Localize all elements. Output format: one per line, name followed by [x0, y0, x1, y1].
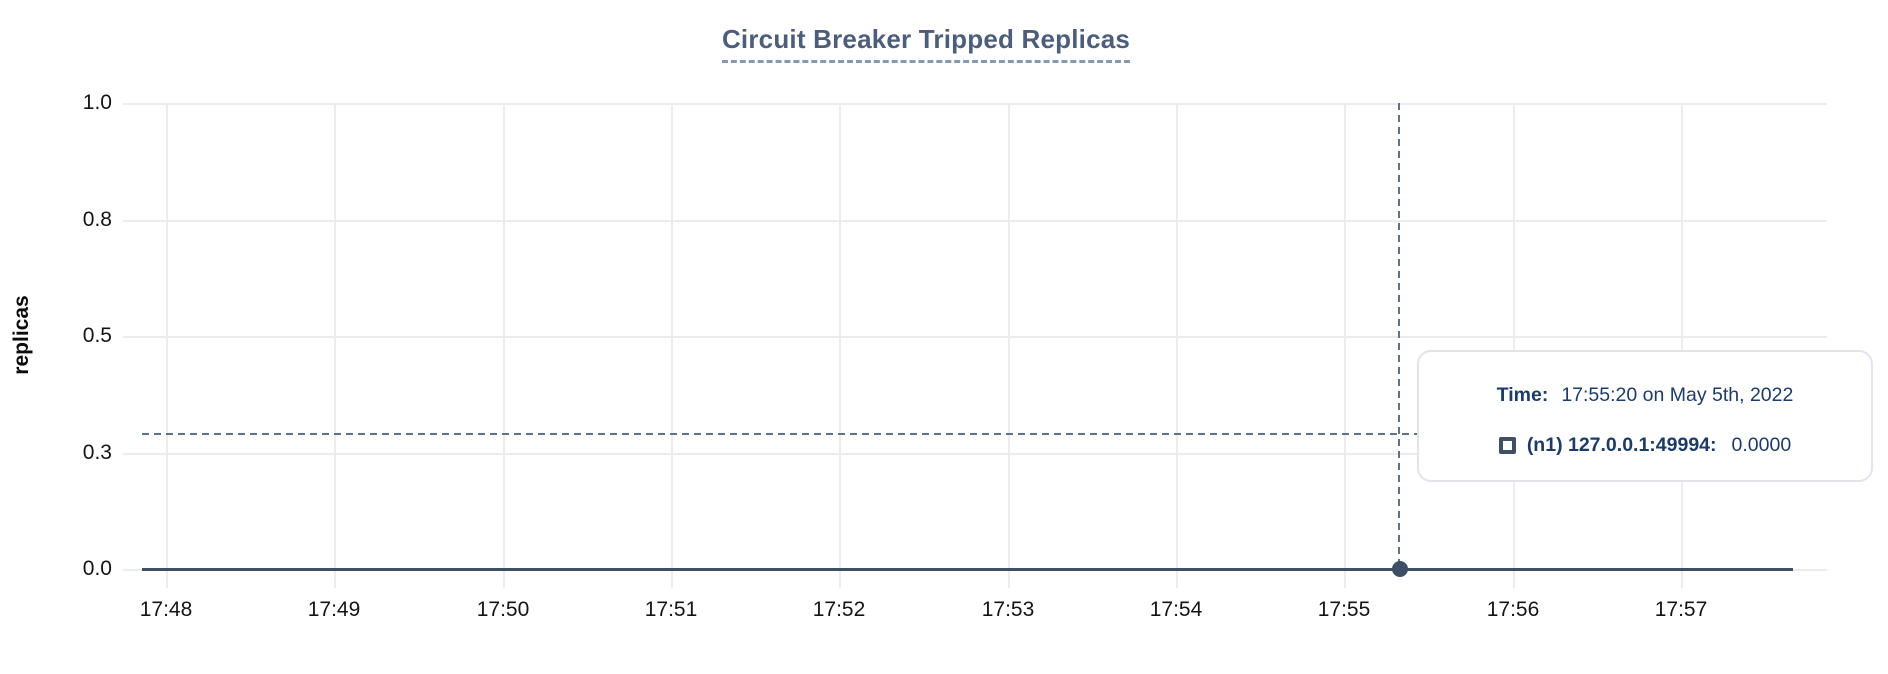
gridline-vertical [671, 103, 673, 588]
x-tick-label: 17:49 [307, 598, 361, 621]
tooltip-time-value: 17:55:20 on May 5th, 2022 [1561, 383, 1794, 406]
gridline-horizontal [123, 336, 1827, 338]
x-tick-label: 17:57 [1654, 598, 1708, 621]
gridline-horizontal [123, 453, 1827, 455]
tooltip-time-label: Time: [1496, 383, 1549, 406]
gridline-vertical [1513, 103, 1515, 588]
y-tick-label: 0.8 [82, 208, 112, 231]
chart-title[interactable]: Circuit Breaker Tripped Replicas [721, 24, 1131, 63]
cursor-crosshair-vertical [1398, 103, 1400, 570]
x-tick-label: 17:53 [981, 598, 1035, 621]
gridline-horizontal [123, 220, 1827, 222]
x-tick-label: 17:48 [139, 598, 193, 621]
series-line [142, 568, 1793, 571]
tooltip-series-label: (n1) 127.0.0.1:49994: [1526, 433, 1717, 456]
x-tick-label: 17:50 [476, 598, 530, 621]
x-tick-label: 17:56 [1486, 598, 1540, 621]
gridline-vertical [1008, 103, 1010, 588]
x-tick-label: 17:55 [1317, 598, 1371, 621]
tooltip-time-row: Time: 17:55:20 on May 5th, 2022 [1497, 384, 1794, 407]
gridline-horizontal [123, 103, 1827, 105]
gridline-vertical [1681, 103, 1683, 588]
gridline-vertical [1344, 103, 1346, 588]
cursor-data-point [1392, 561, 1408, 577]
gridline-vertical [334, 103, 336, 588]
x-tick-label: 17:51 [644, 598, 698, 621]
y-tick-label: 0.3 [82, 441, 112, 464]
series-marker-icon [1498, 436, 1516, 454]
x-tick-label: 17:52 [812, 598, 866, 621]
y-tick-label: 1.0 [82, 91, 112, 114]
cursor-crosshair-horizontal [142, 433, 1827, 435]
cursor-tooltip: Time: 17:55:20 on May 5th, 2022 (n1) 127… [1417, 350, 1873, 482]
gridline-vertical [503, 103, 505, 588]
gridline-vertical [166, 103, 168, 588]
gridline-vertical [839, 103, 841, 588]
y-tick-label: 0.5 [82, 324, 112, 347]
gridline-vertical [1176, 103, 1178, 588]
y-tick-label: 0.0 [82, 557, 112, 580]
tooltip-series-value: 0.0000 [1731, 433, 1792, 456]
x-tick-label: 17:54 [1149, 598, 1203, 621]
tooltip-series-row: (n1) 127.0.0.1:49994: 0.0000 [1498, 433, 1792, 457]
